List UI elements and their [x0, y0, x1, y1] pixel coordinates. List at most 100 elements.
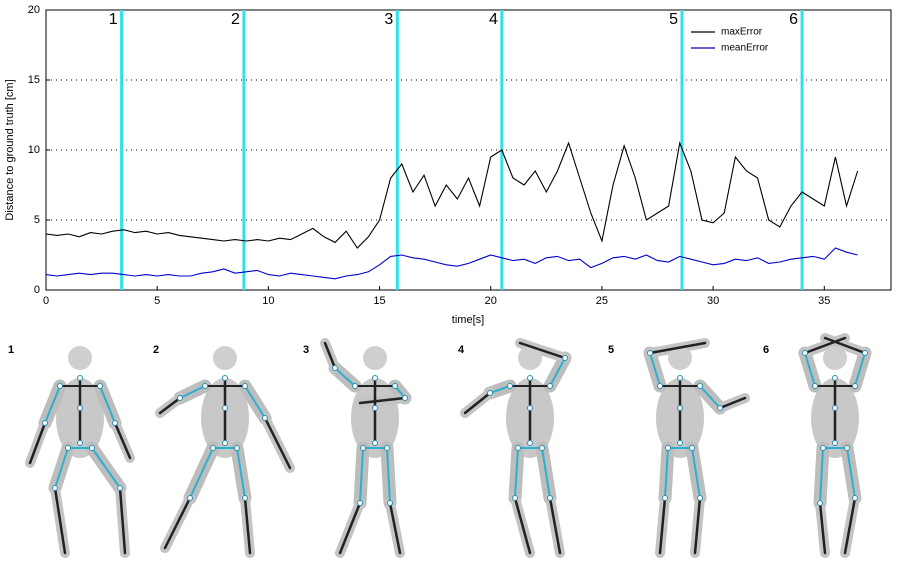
joint — [821, 446, 826, 451]
joint — [118, 486, 123, 491]
y-axis-label: Distance to ground truth [cm] — [4, 79, 16, 220]
joint — [263, 416, 268, 421]
y-tick-label: 0 — [34, 284, 40, 296]
joint — [563, 356, 568, 361]
joint — [98, 384, 103, 389]
joint — [853, 496, 858, 501]
bone — [515, 498, 530, 553]
bone — [165, 498, 190, 548]
joint — [188, 496, 193, 501]
joint — [243, 384, 248, 389]
joint — [43, 421, 48, 426]
event-label: 2 — [231, 11, 240, 28]
joint — [548, 384, 553, 389]
joint — [385, 446, 390, 451]
series-line — [46, 248, 858, 279]
joint — [178, 396, 183, 401]
figure: Distance to ground truth [cm] time[s] 05… — [0, 0, 899, 572]
joint — [243, 496, 248, 501]
body-figure — [803, 338, 868, 553]
joint — [358, 501, 363, 506]
joint — [211, 446, 216, 451]
joint — [833, 441, 838, 446]
body-figure — [30, 346, 130, 553]
joint — [53, 486, 58, 491]
panel-label: 6 — [763, 344, 769, 356]
x-tick-label: 5 — [154, 295, 160, 307]
joint — [235, 446, 240, 451]
joint — [513, 496, 518, 501]
x-tick-label: 15 — [373, 295, 385, 307]
joint — [388, 501, 393, 506]
head — [213, 346, 237, 370]
x-tick-label: 30 — [707, 295, 719, 307]
bone — [265, 418, 290, 468]
joint — [373, 441, 378, 446]
page: Distance to ground truth [cm] time[s] 05… — [0, 0, 899, 572]
panel-label: 1 — [8, 344, 14, 356]
y-tick-label: 10 — [28, 144, 40, 156]
event-label: 5 — [669, 11, 678, 28]
joint — [678, 376, 683, 381]
joint — [353, 384, 358, 389]
joint — [548, 496, 553, 501]
joint — [66, 446, 71, 451]
body-figure — [465, 343, 568, 553]
joint — [528, 376, 533, 381]
bone — [340, 503, 360, 553]
event-label: 1 — [109, 11, 118, 28]
x-tick-label: 0 — [43, 295, 49, 307]
joint — [78, 376, 83, 381]
joint — [718, 406, 723, 411]
joint — [373, 376, 378, 381]
joint — [845, 446, 850, 451]
head — [68, 346, 92, 370]
series-line — [46, 143, 858, 248]
joint — [78, 406, 83, 411]
joint — [540, 446, 545, 451]
legend-label: meanError — [721, 43, 769, 54]
joint — [223, 406, 228, 411]
head — [823, 346, 847, 370]
y-tick-label: 20 — [28, 4, 40, 16]
joint — [508, 384, 513, 389]
joint — [813, 384, 818, 389]
x-tick-label: 35 — [818, 295, 830, 307]
panel-label: 2 — [153, 344, 159, 356]
panel-label: 4 — [458, 344, 465, 356]
joint — [528, 441, 533, 446]
joint — [678, 441, 683, 446]
joint — [58, 384, 63, 389]
panel-label: 3 — [303, 344, 309, 356]
joint — [690, 446, 695, 451]
joint — [818, 501, 823, 506]
joint — [666, 446, 671, 451]
joint — [223, 376, 228, 381]
event-label: 6 — [789, 11, 798, 28]
joint — [393, 384, 398, 389]
joint — [833, 376, 838, 381]
y-tick-label: 5 — [34, 214, 40, 226]
joint — [373, 406, 378, 411]
joint — [853, 384, 858, 389]
y-tick-label: 15 — [28, 74, 40, 86]
joint — [78, 441, 83, 446]
panel-label: 5 — [608, 344, 614, 356]
joint — [698, 496, 703, 501]
x-tick-label: 20 — [485, 295, 497, 307]
joint — [648, 351, 653, 356]
joint — [833, 406, 838, 411]
joint — [698, 384, 703, 389]
joint — [90, 446, 95, 451]
body-figure — [648, 343, 746, 553]
bone — [190, 448, 213, 498]
joint — [488, 391, 493, 396]
body-figure — [160, 346, 290, 553]
event-label: 4 — [489, 11, 498, 28]
joint — [203, 384, 208, 389]
x-tick-label: 10 — [262, 295, 274, 307]
joint — [361, 446, 366, 451]
joint — [528, 406, 533, 411]
joint — [803, 351, 808, 356]
event-label: 3 — [384, 11, 393, 28]
